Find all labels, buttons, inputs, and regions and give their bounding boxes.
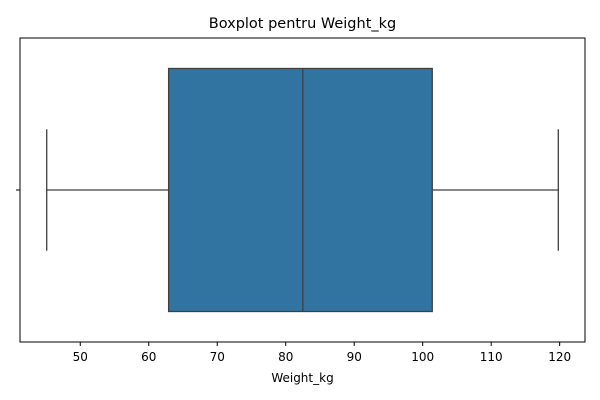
x-tick-label: 50 <box>73 350 88 364</box>
x-tick-label: 70 <box>210 350 225 364</box>
box-group <box>46 67 559 313</box>
x-tick-label: 100 <box>411 350 434 364</box>
x-tick-label: 80 <box>278 350 293 364</box>
x-axis-label: Weight_kg <box>271 371 333 385</box>
iqr-box <box>167 67 433 313</box>
x-tick-label: 60 <box>141 350 156 364</box>
x-tick-label: 90 <box>347 350 362 364</box>
chart-title: Boxplot pentru Weight_kg <box>209 16 396 32</box>
x-tick-label: 110 <box>480 350 503 364</box>
x-tick-label: 120 <box>548 350 571 364</box>
x-axis-ticks: 50 60 70 80 90 100 110 120 <box>73 342 571 364</box>
